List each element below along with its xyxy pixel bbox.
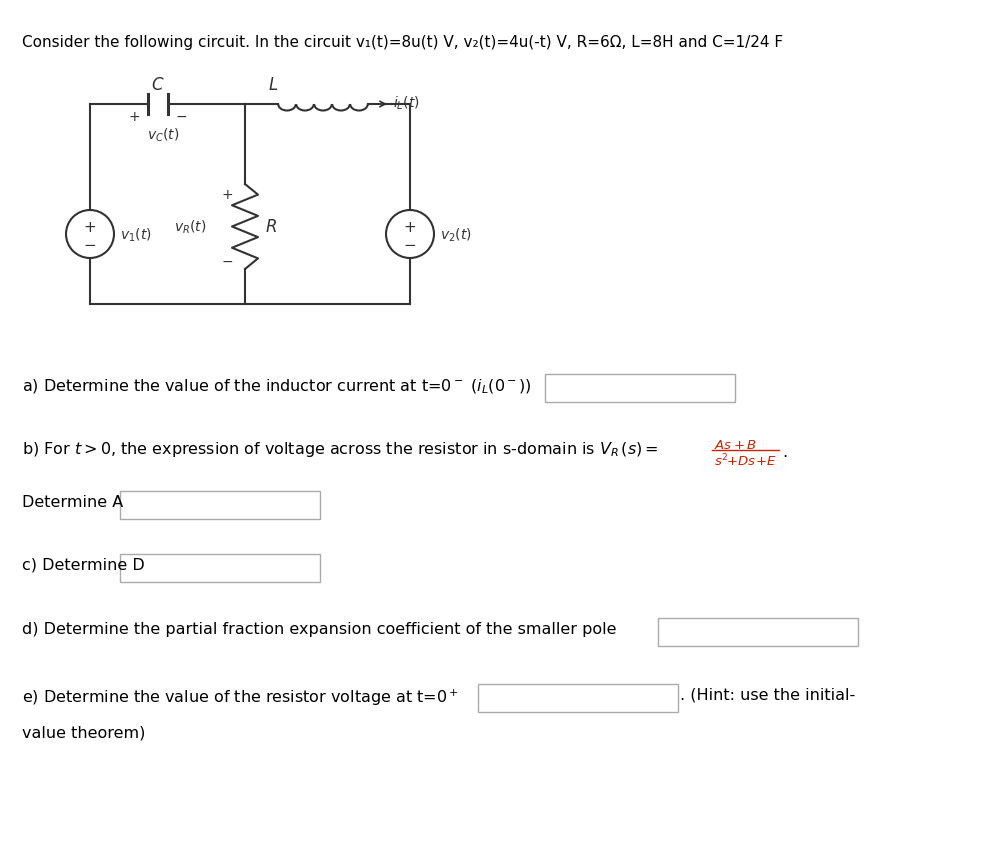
Text: $R$: $R$ [265,219,277,236]
Bar [545,375,735,403]
Text: +: + [404,219,416,235]
Text: $C$: $C$ [151,76,165,94]
Text: +: + [129,110,139,124]
Text: −: − [175,110,187,124]
Text: −: − [221,255,233,268]
Text: $v_1(t)$: $v_1(t)$ [120,226,152,243]
Text: −: − [404,237,416,252]
Text: d) Determine the partial fraction expansion coefficient of the smaller pole: d) Determine the partial fraction expans… [22,621,617,636]
Text: $L$: $L$ [268,76,278,94]
Text: . (Hint: use the initial-: . (Hint: use the initial- [680,687,855,702]
Text: $i_L(t)$: $i_L(t)$ [393,95,419,111]
Bar [658,619,858,647]
Text: $As+B$: $As+B$ [714,439,757,452]
Text: +: + [83,219,96,235]
Text: $v_2(t)$: $v_2(t)$ [440,226,471,243]
Bar [120,491,320,519]
Text: Consider the following circuit. In the circuit v₁(t)=8u(t) V, v₂(t)=4u(-t) V, R=: Consider the following circuit. In the c… [22,35,783,50]
Text: .: . [782,445,788,459]
Text: value theorem): value theorem) [22,725,145,740]
Text: $v_R(t)$: $v_R(t)$ [174,219,206,236]
Bar [120,555,320,582]
Text: +: + [221,187,233,202]
Text: e) Determine the value of the resistor voltage at t=0$^+$: e) Determine the value of the resistor v… [22,687,459,707]
Text: c) Determine D: c) Determine D [22,557,144,572]
Bar [478,684,678,712]
Text: $s^2\!\!+\!Ds\!+\!E$: $s^2\!\!+\!Ds\!+\!E$ [714,452,777,469]
Text: −: − [83,237,96,252]
Text: b) For $t > 0$, the expression of voltage across the resistor in s-domain is $V_: b) For $t > 0$, the expression of voltag… [22,440,659,458]
Text: Determine A: Determine A [22,495,124,510]
Text: a) Determine the value of the inductor current at t=0$^-$ ($i_L$(0$^-$)): a) Determine the value of the inductor c… [22,377,531,396]
Text: $v_C(t)$: $v_C(t)$ [146,126,180,143]
